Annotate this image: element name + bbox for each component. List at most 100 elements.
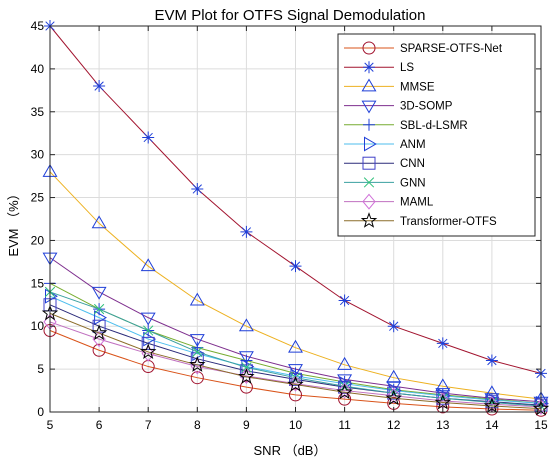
data-point [141,345,155,362]
legend-marker [363,177,375,188]
legend-marker [363,118,375,131]
legend-marker [360,212,378,228]
legend-entry: LS [344,61,414,74]
legend-marker [361,78,377,92]
data-point [93,303,105,315]
x-tick-label: 11 [338,418,351,432]
legend-label: SPARSE-OTFS-Net [400,43,503,55]
data-point [143,325,154,336]
legend-entry: GNN [344,177,426,189]
legend-entry: 3D-SOMP [344,100,453,114]
data-point [238,368,255,384]
data-point [91,215,107,229]
legend-label: 3D-SOMP [400,101,453,113]
legend-label: ANM [400,139,426,151]
y-tick-label: 15 [31,276,45,290]
chart-title: EVM Plot for OTFS Signal Demodulation [155,7,426,24]
series-line [49,330,542,411]
data-point [90,324,108,341]
data-point [238,318,254,332]
data-point [143,331,157,347]
legend-entry: SPARSE-OTFS-Net [344,41,503,55]
data-point [92,343,106,357]
data-point [94,310,107,326]
y-tick-label: 0 [37,405,44,419]
y-tick-label: 20 [31,233,45,247]
y-tick-label: 10 [31,319,45,333]
legend-label: MAML [400,197,434,209]
legend-label: LS [400,62,414,74]
data-point [192,346,203,358]
data-point [387,320,400,333]
legend: SPARSE-OTFS-Net LS MMSE 3D-SOMP SBL-d-LSMR AN… [337,33,536,237]
data-point [240,225,253,238]
data-point [288,339,303,353]
data-point [387,387,401,404]
legend-box [337,33,536,237]
legend-entry: MAML [344,193,434,210]
data-point [337,382,352,399]
data-point [238,351,254,365]
y-tick-label: 5 [37,362,44,376]
data-point [534,398,548,415]
data-point [287,375,304,392]
data-point [191,182,204,195]
legend-entry: Transformer-OTFS [344,212,497,228]
data-point [93,80,106,93]
data-point [139,343,157,359]
y-tick-labels: 0 5 10 15 20 25 30 35 40 45 [31,19,45,419]
data-point [241,362,252,373]
legend-label: SBL-d-LSMR [400,120,468,132]
data-point [239,367,254,384]
legend-entry: SBL-d-LSMR [344,118,468,132]
x-tick-label: 10 [289,418,303,432]
legend-label: GNN [400,177,426,189]
data-point [289,260,302,273]
x-tick-label: 9 [243,418,250,432]
data-point [485,354,498,367]
data-point [337,374,353,388]
legend-label: Transformer-OTFS [400,216,497,228]
data-point [140,312,156,326]
legend-marker [362,193,376,210]
legend-label: MMSE [400,81,435,93]
y-tick-label: 45 [31,19,45,33]
x-tick-label: 5 [47,418,54,432]
data-point [140,258,156,272]
y-tick-label: 25 [31,191,45,205]
legend-marker [362,41,376,55]
legend-entry: MMSE [344,78,435,93]
y-axis-label: EVM （%） [6,187,21,256]
series-line [49,312,542,410]
data-point [436,337,449,350]
data-point [337,356,353,370]
data-point [190,371,204,385]
x-tick-labels: 5 6 7 8 9 10 11 12 13 14 15 [47,418,548,432]
data-point [434,393,452,410]
series-line [49,171,542,400]
x-tick-label: 12 [387,418,401,432]
tick-marks [49,25,542,413]
data-point [239,380,253,394]
data-point [189,356,206,372]
data-point [289,372,302,386]
x-tick-label: 7 [145,418,152,432]
data-point [141,336,155,350]
series-layer [41,20,550,417]
legend-marker [363,61,375,74]
data-point [338,294,351,307]
x-tick-label: 6 [96,418,103,432]
legend-label: CNN [400,158,425,170]
legend-marker [364,136,377,152]
y-tick-label: 40 [31,62,45,76]
legend-marker [362,156,376,170]
legend-entry: ANM [344,136,426,152]
data-point [336,383,353,400]
x-tick-label: 13 [436,418,450,432]
data-point [436,391,450,405]
x-tick-label: 14 [485,418,499,432]
data-point [189,292,205,306]
x-tick-label: 8 [194,418,201,432]
data-point [288,375,303,392]
